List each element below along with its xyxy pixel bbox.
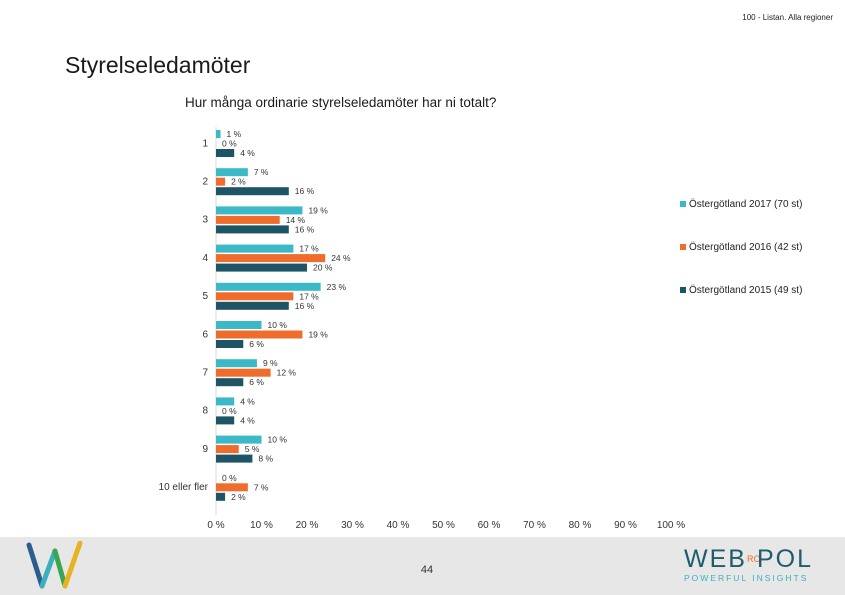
- bar: [216, 483, 248, 492]
- bar: [216, 359, 257, 368]
- bar: [216, 301, 289, 310]
- category-label: 7: [202, 367, 208, 378]
- bar: [216, 321, 262, 329]
- x-tick-label: 60 %: [478, 520, 501, 531]
- data-label: 7 %: [254, 482, 269, 492]
- bar: [216, 397, 235, 406]
- data-label: 10 %: [268, 320, 288, 330]
- bar: [216, 149, 235, 157]
- data-label: 0 %: [222, 406, 237, 416]
- data-label: 17 %: [299, 244, 319, 254]
- bar: [216, 445, 239, 454]
- bar: [216, 492, 226, 501]
- data-label: 4 %: [240, 148, 255, 158]
- webropol-tagline: POWERFUL INSIGHTS: [684, 573, 809, 583]
- x-tick-label: 40 %: [387, 520, 410, 531]
- data-label: 12 %: [277, 368, 297, 378]
- legend-swatch: [680, 287, 686, 293]
- data-label: 16 %: [295, 224, 315, 234]
- bar: [216, 168, 248, 177]
- page-number: 44: [420, 564, 434, 576]
- data-label: 19 %: [308, 205, 328, 215]
- x-tick-label: 70 %: [523, 520, 546, 531]
- category-label: 8: [202, 406, 208, 417]
- webropol-wordmark: WEBROPOL: [684, 545, 824, 573]
- data-label: 1 %: [227, 129, 242, 139]
- category-label: 4: [202, 253, 208, 264]
- wordmark-pol: POL: [756, 545, 813, 573]
- legend-swatch: [680, 244, 686, 250]
- bar: [216, 378, 244, 387]
- bar: [216, 206, 303, 215]
- data-label: 0 %: [222, 139, 237, 149]
- category-label: 10 eller fler: [159, 482, 209, 493]
- bar: [216, 130, 221, 138]
- data-label: 24 %: [331, 253, 351, 263]
- category-label: 3: [202, 215, 208, 226]
- bar: [216, 454, 253, 463]
- bar: [216, 254, 326, 263]
- data-label: 2 %: [231, 492, 246, 502]
- data-label: 8 %: [258, 454, 273, 464]
- legend-entry: Östergötland 2016 (42 st): [689, 241, 802, 253]
- bar: [216, 435, 262, 444]
- x-tick-label: 50 %: [432, 520, 455, 531]
- bar: [216, 215, 280, 224]
- bar: [216, 263, 307, 272]
- wordmark-web: WEB: [684, 545, 747, 573]
- data-label: 16 %: [295, 301, 315, 311]
- w-logo-icon: [26, 541, 83, 589]
- data-label: 0 %: [222, 473, 237, 483]
- data-label: 6 %: [249, 339, 264, 349]
- legend-entry: Östergötland 2017 (70 st): [689, 198, 802, 210]
- bar: [216, 187, 289, 196]
- category-label: 9: [202, 444, 208, 455]
- bar: [216, 340, 244, 348]
- category-label: 1: [202, 138, 208, 149]
- webropol-logo: WEBROPOL POWERFUL INSIGHTS: [684, 545, 824, 583]
- bar: [216, 416, 235, 425]
- x-tick-label: 10 %: [250, 520, 273, 531]
- data-label: 14 %: [286, 215, 306, 225]
- data-label: 4 %: [240, 396, 255, 406]
- bar: [216, 282, 321, 291]
- legend-entry: Östergötland 2015 (49 st): [689, 284, 802, 296]
- data-label: 23 %: [327, 282, 347, 292]
- bar: [216, 330, 303, 339]
- data-label: 4 %: [240, 415, 255, 425]
- x-tick-label: 20 %: [296, 520, 319, 531]
- bar: [216, 244, 294, 253]
- data-label: 2 %: [231, 177, 246, 187]
- category-label: 6: [202, 329, 208, 340]
- x-tick-label: 90 %: [614, 520, 637, 531]
- legend-swatch: [680, 201, 686, 207]
- x-tick-label: 100 %: [657, 520, 685, 531]
- data-label: 10 %: [268, 435, 288, 445]
- bar: [216, 368, 271, 377]
- bar: [216, 292, 294, 301]
- bar: [216, 225, 289, 234]
- data-label: 5 %: [245, 444, 260, 454]
- category-label: 2: [202, 176, 208, 187]
- bar: [216, 177, 226, 186]
- data-label: 6 %: [249, 377, 264, 387]
- category-label: 5: [202, 291, 208, 302]
- x-tick-label: 30 %: [341, 520, 364, 531]
- data-label: 16 %: [295, 186, 315, 196]
- data-label: 17 %: [299, 291, 319, 301]
- wordmark-ro: RO: [746, 554, 761, 564]
- slide-title: Styrelseledamöter: [65, 52, 251, 78]
- x-tick-label: 80 %: [569, 520, 592, 531]
- footer-bar: [0, 537, 845, 595]
- data-label: 9 %: [263, 358, 278, 368]
- data-label: 7 %: [254, 167, 269, 177]
- data-label: 19 %: [308, 330, 328, 340]
- x-tick-label: 0 %: [207, 520, 224, 531]
- header-note: 100 - Listan. Alla regioner: [742, 13, 833, 22]
- chart-title: Hur många ordinarie styrelseledamöter ha…: [185, 95, 497, 110]
- data-label: 20 %: [313, 263, 333, 273]
